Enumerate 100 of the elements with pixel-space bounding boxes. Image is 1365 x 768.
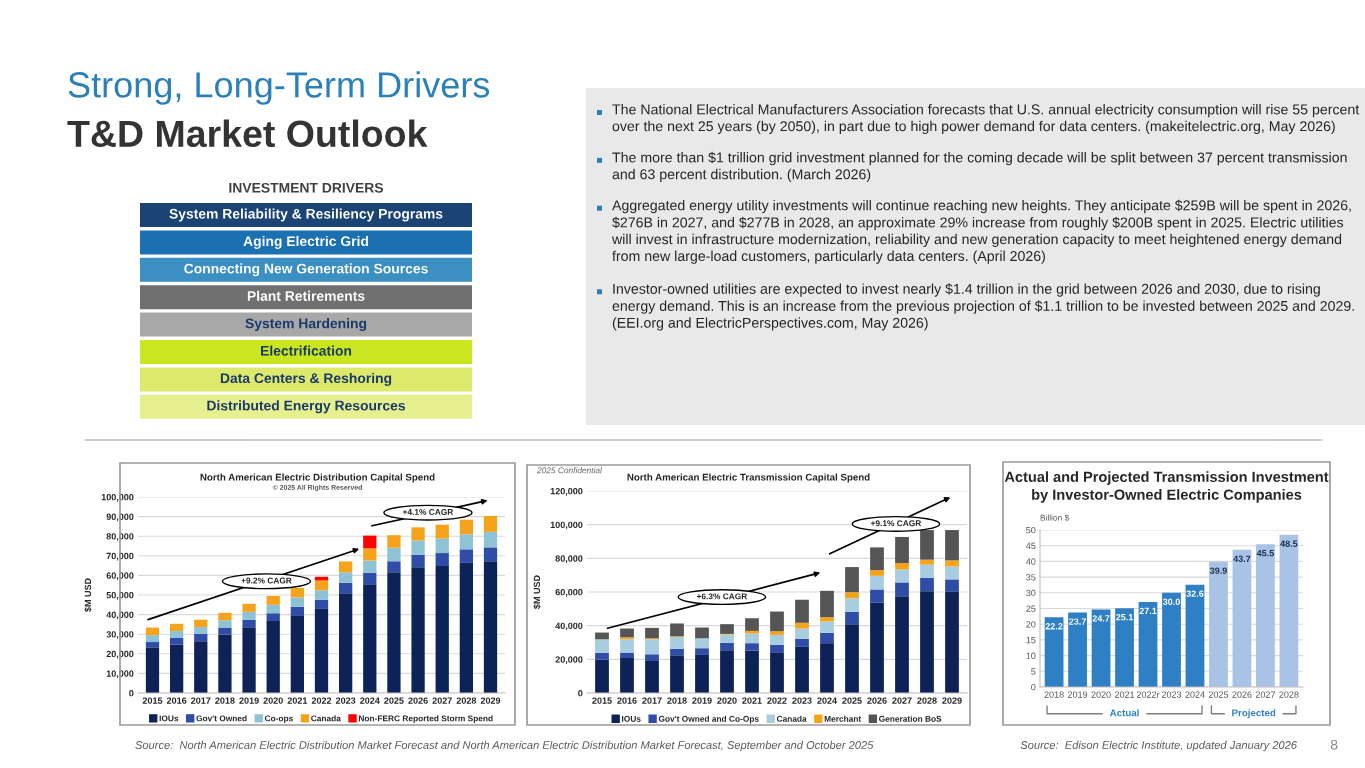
y-tick-label: 90,000: [106, 513, 134, 522]
bar: [795, 646, 809, 693]
bar: [645, 627, 659, 639]
bar: [895, 569, 909, 583]
y-tick-label: 35: [1026, 574, 1036, 581]
bar: [339, 582, 353, 594]
x-tick-label: 2021: [1114, 691, 1135, 698]
y-tick-label: 0: [129, 689, 134, 697]
bar: [620, 628, 634, 638]
bar: [218, 634, 232, 693]
bar: [314, 608, 329, 693]
x-tick-label: 2020: [717, 697, 737, 704]
bar: [483, 547, 498, 562]
bar: [290, 615, 304, 693]
data-label: 43.7: [1233, 555, 1251, 562]
bar: [169, 631, 184, 638]
x-tick-label: 2016: [617, 697, 637, 704]
bar: [770, 634, 784, 645]
bar: [266, 604, 280, 614]
y-tick-label: 40: [1026, 558, 1036, 565]
bar: [314, 599, 329, 609]
y-axis-title: $M USD: [533, 575, 541, 609]
x-tick-label: 2019: [692, 697, 712, 704]
bar: [695, 627, 709, 639]
bar: [945, 591, 959, 693]
bar: [363, 584, 377, 693]
x-tick-label: 2027: [1255, 691, 1276, 698]
y-tick-label: 60,000: [106, 572, 134, 581]
bar: [845, 611, 859, 625]
bar: [770, 611, 784, 632]
bar: [459, 534, 474, 550]
x-tick-label: 2025: [1208, 691, 1229, 698]
bar: [645, 661, 659, 693]
bar: [363, 560, 377, 573]
bar: [845, 598, 859, 612]
x-tick-label: 2025: [384, 697, 404, 704]
bar: [218, 627, 232, 635]
bar: [595, 652, 609, 660]
x-tick-label: 2027: [892, 697, 912, 704]
bar: [670, 655, 684, 693]
x-tick-label: 2019: [1067, 691, 1088, 698]
bar: [895, 582, 909, 597]
bar: [145, 642, 160, 648]
y-tick-label: 60,000: [555, 588, 583, 597]
x-tick-label: 2019: [239, 697, 259, 704]
x-tick-label: 2027: [432, 697, 452, 704]
bar: [745, 650, 759, 693]
y-tick-label: 30: [1026, 589, 1036, 597]
x-tick-label: 2017: [191, 697, 211, 704]
y-tick-label: 80,000: [555, 555, 583, 563]
x-tick-label: 2018: [667, 697, 687, 704]
bar: [670, 636, 684, 649]
x-tick-label: 2026: [867, 697, 887, 704]
y-tick-label: 5: [1031, 668, 1036, 675]
bar: [595, 639, 609, 653]
bar: [620, 657, 634, 693]
bar: [339, 593, 353, 693]
x-tick-label: 2022: [767, 697, 787, 704]
bar: [745, 633, 759, 644]
bar: [435, 553, 449, 566]
x-tick-label: 2024: [817, 697, 837, 704]
text: 2025 Confidential: [536, 467, 603, 474]
category-label: Aging Electric Grid: [243, 235, 368, 249]
x-tick-label: 2020: [263, 697, 283, 704]
bar: [945, 566, 959, 580]
y-tick-label: 100,000: [550, 521, 583, 530]
bar: [387, 572, 401, 693]
y-tick-label: 20: [1026, 621, 1036, 628]
bar: [387, 561, 401, 573]
bar: [242, 603, 256, 612]
source-note: Source: North American Electric Distribution Market Forecast and North American Electric Distribution Market Forecast, September and October 2025: [135, 740, 874, 752]
bar: [290, 606, 304, 616]
legend-label: Generation BoS: [879, 715, 942, 722]
bar: [435, 524, 449, 539]
bar: [218, 612, 232, 621]
bar: [459, 562, 474, 693]
bar: [194, 627, 208, 634]
bar: [945, 579, 959, 592]
bar: [820, 590, 834, 618]
y-axis-title: Billion $: [1040, 514, 1070, 522]
bar: [945, 530, 959, 561]
bar: [411, 540, 425, 555]
bar: [1232, 549, 1252, 687]
x-tick-label: 2021: [742, 697, 762, 704]
bar: [595, 659, 609, 693]
bar: [820, 643, 834, 693]
bar: [290, 597, 304, 607]
data-label: 24.7: [1092, 615, 1110, 622]
bar: [483, 516, 498, 532]
x-tick-label: 2022r: [1136, 691, 1160, 698]
bar: [145, 635, 160, 643]
bar: [895, 536, 909, 564]
bar: [870, 575, 884, 590]
data-label: 23.7: [1069, 618, 1086, 625]
x-tick-label: 2018: [215, 697, 235, 704]
text: The more than $1 trillion grid investment planned for the coming decade will be split between 37 percent transmission and 63 percent distribution. (March 2026): [612, 151, 1347, 183]
bar: [845, 567, 859, 593]
bar: [1091, 609, 1111, 687]
bar: [242, 619, 256, 628]
y-tick-label: 45: [1026, 542, 1036, 550]
